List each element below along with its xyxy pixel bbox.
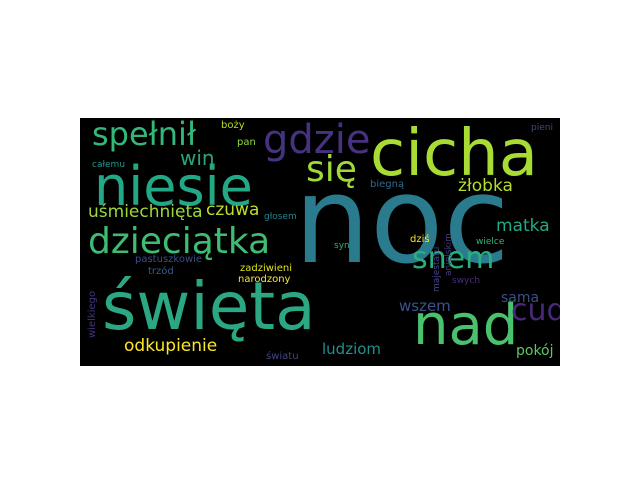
word-gdzie: gdzie <box>263 118 371 163</box>
word-noc: noc <box>294 152 510 291</box>
word-wielkiego: wielkiego <box>87 290 98 338</box>
word-snem: snem <box>412 241 495 276</box>
word-niesie: niesie <box>94 155 253 218</box>
word-usmiechnieta: uśmiechnięta <box>88 202 203 222</box>
word-pokoj: pokój <box>516 343 554 359</box>
word-cud: cud <box>511 293 560 328</box>
word-pieni: pieni <box>531 123 553 133</box>
word-anielskim: anielskim <box>444 233 454 276</box>
word-swieta: święta <box>102 268 316 345</box>
word-zlobka: żłobka <box>458 176 513 196</box>
word-dzieciatka: dzieciątka <box>88 221 271 262</box>
word-cloud: noc cicha święta niesie nad dzieciątka g… <box>80 118 560 366</box>
word-czuwa: czuwa <box>206 200 260 220</box>
word-spelnil: spełnił <box>92 118 197 153</box>
word-wielce: wielce <box>476 237 505 247</box>
word-pan: pan <box>237 137 256 148</box>
word-trzod: trzód <box>148 266 174 277</box>
word-win: win <box>180 146 215 170</box>
word-matka: matka <box>496 216 550 236</box>
word-syn: syn <box>334 241 350 251</box>
word-dzis: dziś <box>410 234 430 245</box>
word-pastuszkowie: pastuszkowie <box>135 254 203 265</box>
word-nad: nad <box>413 293 519 358</box>
word-swych: swych <box>452 276 481 286</box>
word-zadziwieni: zadziwieni <box>240 263 292 274</box>
word-bozy: boży <box>221 120 245 131</box>
word-majestatu: majestatu <box>432 246 442 292</box>
word-sama: sama <box>501 290 540 306</box>
word-ludziom: ludziom <box>322 340 382 358</box>
word-cicha: cicha <box>370 118 538 191</box>
word-glosem: głosem <box>264 212 297 222</box>
word-swiatu: światu <box>266 351 299 362</box>
word-wszem: wszem <box>399 297 451 315</box>
word-narodzony: narodzony <box>238 274 291 285</box>
word-odkupienie: odkupienie <box>124 336 218 356</box>
word-calemu: całemu <box>92 160 126 170</box>
word-biegna: biegną <box>370 179 405 190</box>
word-sie: się <box>306 149 357 190</box>
